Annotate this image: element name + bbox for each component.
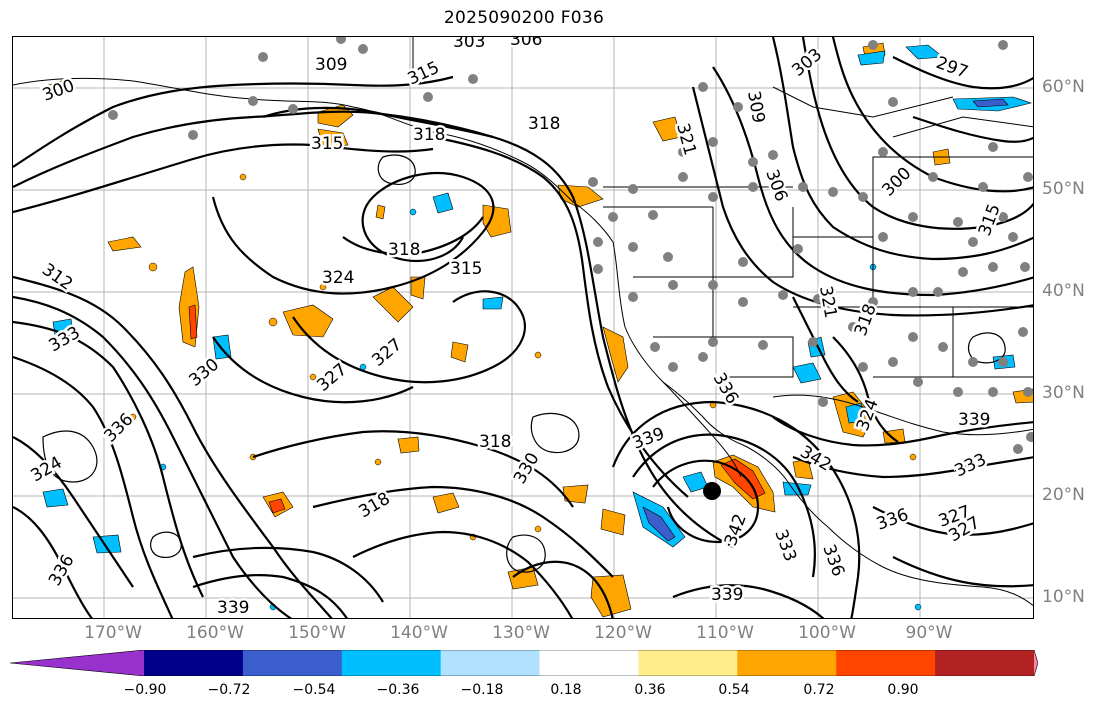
contour-label: 321 xyxy=(815,284,840,319)
contour-label: 330 xyxy=(185,355,223,391)
colorbar-tick-label: 0.18 xyxy=(550,682,582,698)
lat-tick-label: 30°N xyxy=(1042,383,1085,403)
lat-tick-label: 50°N xyxy=(1042,179,1085,199)
colorbar-segment xyxy=(440,650,541,676)
contour-label: 324 xyxy=(322,268,354,288)
contour-label: 306 xyxy=(761,167,791,204)
shaded-patches xyxy=(42,42,1033,618)
contour-label: 318 xyxy=(528,114,560,134)
colorbar-segment xyxy=(242,650,343,676)
isentrope-contours xyxy=(13,37,1033,618)
contour-label: 327 xyxy=(368,335,406,371)
latitude-axis: 60°N 50°N 40°N 30°N 20°N 10°N xyxy=(1042,0,1105,640)
contour-label: 315 xyxy=(975,201,1005,238)
contour-label: 306 xyxy=(510,37,542,50)
contour-label: 336 xyxy=(818,542,848,579)
contour-label: 333 xyxy=(952,450,990,482)
lon-tick-label: 140°W xyxy=(390,623,448,643)
colorbar-segment xyxy=(836,650,936,676)
contour-label: 333 xyxy=(770,527,800,564)
contour-label: 333 xyxy=(46,323,84,357)
colorbar-segment xyxy=(737,650,837,676)
colorbar-tick-label: 0.90 xyxy=(887,682,919,698)
contour-label: 324 xyxy=(28,453,66,487)
contour-label: 309 xyxy=(743,89,768,124)
lon-tick-label: 160°W xyxy=(186,623,244,643)
map-panel: 303 306 309 315 300 318 318 315 321 303 … xyxy=(12,36,1034,619)
contour-label: 315 xyxy=(311,134,343,154)
contour-label: 339 xyxy=(711,585,743,605)
contour-label: 327 xyxy=(313,360,351,396)
colorbar-tick-label: 0.36 xyxy=(634,682,666,698)
colorbar-tick-label: 0.54 xyxy=(718,682,750,698)
longitude-axis: 170°W 160°W 150°W 140°W 130°W 120°W 110°… xyxy=(0,623,1105,647)
colorbar-extend-high xyxy=(1034,650,1038,676)
lat-tick-label: 10°N xyxy=(1042,587,1085,607)
map-title: 2025090200 F036 xyxy=(443,8,605,28)
storm-center-marker xyxy=(703,482,721,500)
colorbar-tick-label: −0.18 xyxy=(460,682,504,698)
lon-tick-label: 120°W xyxy=(594,623,652,643)
lon-tick-label: 90°W xyxy=(905,623,953,643)
contour-label: 339 xyxy=(958,410,990,430)
lon-tick-label: 150°W xyxy=(288,623,346,643)
contour-label: 303 xyxy=(788,45,826,81)
lon-tick-label: 100°W xyxy=(798,623,856,643)
colorbar-tick-label: −0.72 xyxy=(207,682,251,698)
colorbar xyxy=(10,650,1038,676)
contour-label: 342 xyxy=(721,511,751,548)
lat-tick-label: 40°N xyxy=(1042,281,1085,301)
lon-tick-label: 110°W xyxy=(696,623,754,643)
speckles xyxy=(129,173,967,611)
contour-label: 318 xyxy=(388,240,420,260)
colorbar-ticks: −0.90 −0.72 −0.54 −0.36 −0.18 0.18 0.36 … xyxy=(0,682,1105,702)
thin-contours xyxy=(42,154,1006,573)
lat-tick-label: 60°N xyxy=(1042,77,1085,97)
colorbar-segment xyxy=(539,650,639,676)
lon-tick-label: 170°W xyxy=(84,623,142,643)
contour-label: 300 xyxy=(878,163,915,200)
lon-tick-label: 130°W xyxy=(492,623,550,643)
contour-label: 318 xyxy=(479,432,511,452)
colorbar-tick-label: −0.54 xyxy=(292,682,336,698)
station-dots xyxy=(108,37,1033,454)
contour-label: 321 xyxy=(672,121,700,158)
colorbar-tick-label: 0.72 xyxy=(803,682,835,698)
contour-label: 303 xyxy=(453,37,485,52)
contour-label: 339 xyxy=(217,598,249,618)
lat-tick-label: 20°N xyxy=(1042,485,1085,505)
contour-label: 315 xyxy=(450,259,482,279)
contour-label: 330 xyxy=(510,449,544,487)
colorbar-segment xyxy=(144,650,244,676)
contour-label: 309 xyxy=(315,55,347,75)
map-svg: 303 306 309 315 300 318 318 315 321 303 … xyxy=(13,37,1033,618)
colorbar-segment xyxy=(638,650,738,676)
colorbar-tick-label: −0.36 xyxy=(376,682,420,698)
contour-label: 318 xyxy=(356,489,394,523)
colorbar-segment xyxy=(341,650,442,676)
colorbar-extend-low xyxy=(10,650,144,676)
colorbar-segment xyxy=(935,650,1035,676)
colorbar-tick-label: −0.90 xyxy=(123,682,167,698)
contour-label: 336 xyxy=(45,551,79,589)
contour-label: 318 xyxy=(413,125,445,145)
